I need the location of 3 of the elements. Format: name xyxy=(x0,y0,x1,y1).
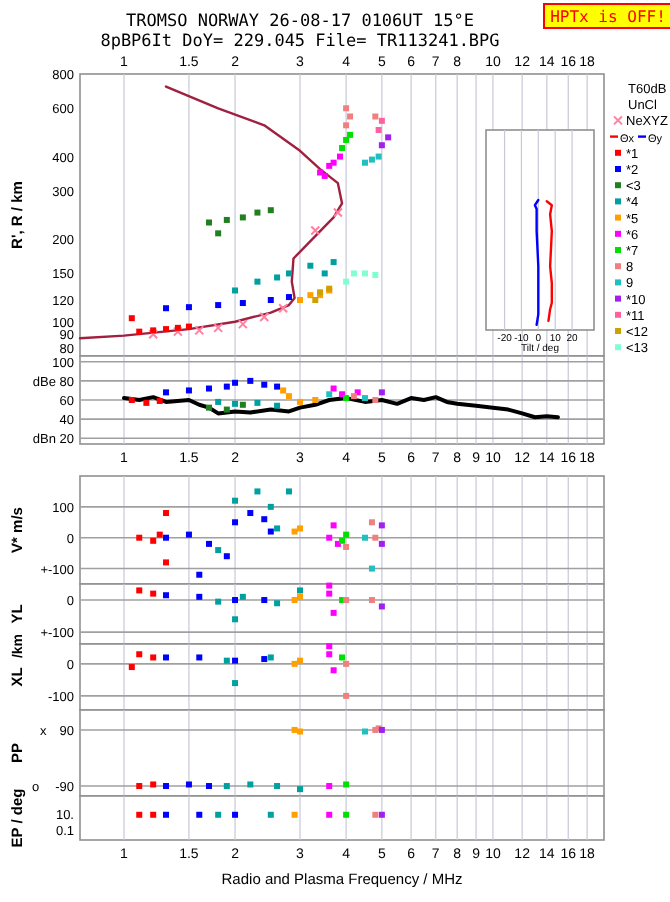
chart-title: TROMSO NORWAY 26-08-17 0106UT 15°E xyxy=(126,12,474,32)
chart-subtitle: 8pBP6It DoY= 229.045 File= TR113241.BPG xyxy=(100,32,500,52)
text: HPTx is OFF! xyxy=(550,8,666,26)
